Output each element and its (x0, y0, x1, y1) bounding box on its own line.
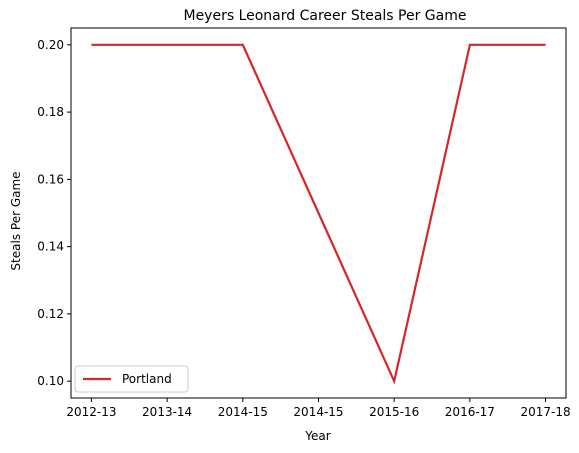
y-tick-label: 0.14 (37, 240, 64, 254)
x-tick-label: 2014-15 (293, 405, 343, 419)
x-tick-label: 2016-17 (445, 405, 495, 419)
y-tick-label: 0.18 (37, 105, 64, 119)
legend-box (74, 365, 189, 393)
x-tick-label: 2013-14 (142, 405, 192, 419)
y-axis: 0.10 0.12 0.14 0.16 0.18 0.20 (37, 38, 71, 388)
y-tick-label: 0.10 (37, 374, 64, 388)
series-layer (91, 43, 546, 385)
x-axis-label: Year (304, 429, 330, 443)
chart-title: Meyers Leonard Career Steals Per Game (183, 8, 466, 24)
legend-label-portland: Portland (122, 372, 172, 386)
legend: Portland (74, 365, 189, 393)
y-tick-label: 0.12 (37, 307, 64, 321)
x-tick-label: 2012-13 (66, 405, 116, 419)
x-tick-label: 2015-16 (369, 405, 419, 419)
x-tick-label: 2014-15 (218, 405, 268, 419)
y-axis-label: Steals Per Game (9, 171, 23, 270)
x-axis: 2012-13 2013-14 2014-15 2014-15 2015-16 2016-… (66, 398, 571, 419)
y-tick-label: 0.20 (37, 38, 64, 52)
y-tick-label: 0.16 (37, 172, 64, 186)
x-tick-label: 2017-18 (520, 405, 570, 419)
